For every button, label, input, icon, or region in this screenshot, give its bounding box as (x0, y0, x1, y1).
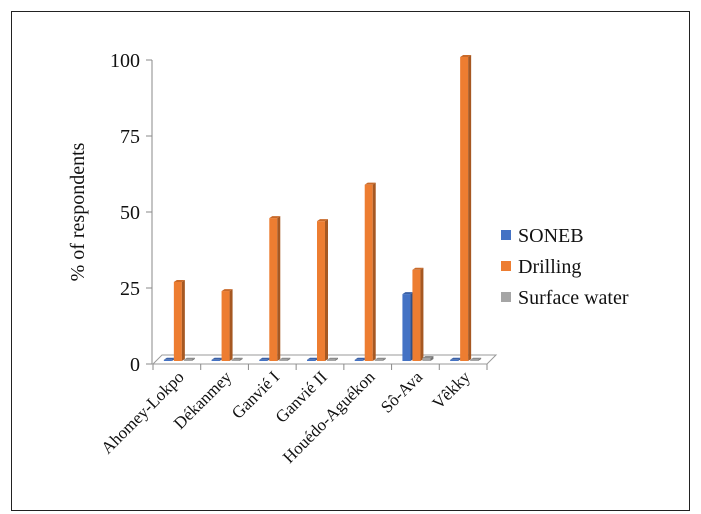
bar-drilling (364, 182, 376, 361)
bar-soneb (402, 292, 414, 361)
x-tick-label: Vêkky (428, 367, 474, 413)
bar-drilling (221, 289, 233, 361)
bar-surface-water (374, 357, 386, 361)
legend-label: Drilling (518, 256, 581, 278)
legend-item-surface-water: Surface water (501, 287, 629, 309)
bar-surface-water (279, 357, 291, 361)
legend-swatch (501, 230, 511, 240)
bars-group (163, 55, 482, 361)
bar-drilling (412, 267, 424, 361)
bar-surface-water (422, 355, 434, 361)
y-tick-label: 0 (130, 354, 140, 376)
bar-surface-water (327, 357, 338, 361)
bar-drilling (269, 216, 281, 361)
y-tick-label: 100 (110, 50, 140, 72)
x-tick-label: Sô-Ava (377, 367, 427, 417)
legend-swatch (501, 292, 511, 302)
bar-drilling (460, 55, 472, 361)
bar-surface-water (183, 357, 195, 361)
y-tick-label: 25 (120, 278, 140, 300)
bar-surface-water (470, 357, 482, 361)
x-tick-label: Ahomey-Lokpo (97, 367, 187, 457)
legend-item-drilling: Drilling (501, 256, 581, 278)
bar-drilling (317, 219, 328, 361)
legend-label: Surface water (518, 287, 629, 309)
legend: SONEB Drilling Surface water (501, 225, 629, 309)
legend-label: SONEB (518, 225, 584, 247)
bar-surface-water (231, 357, 243, 361)
y-axis-label: % of respondents (67, 142, 89, 281)
bar-drilling (173, 279, 185, 361)
y-tick-label: 50 (120, 202, 140, 224)
legend-item-soneb: SONEB (501, 225, 584, 247)
y-axis: 0 25 50 75 100 (110, 50, 153, 376)
legend-swatch (501, 261, 511, 271)
y-tick-label: 75 (120, 126, 140, 148)
